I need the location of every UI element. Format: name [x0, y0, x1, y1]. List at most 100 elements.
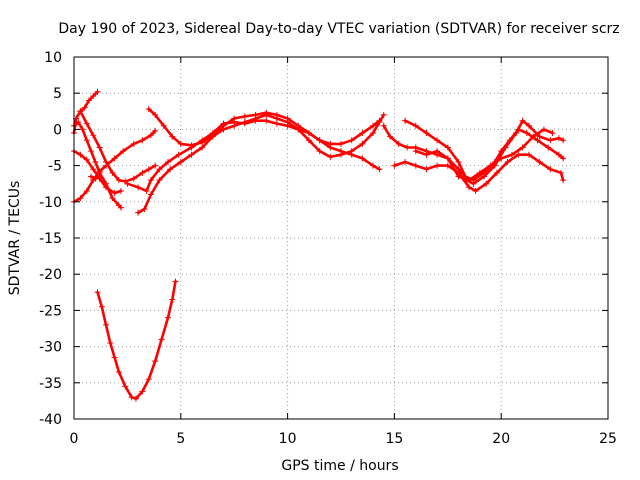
series-layer: [71, 88, 567, 402]
data-point: [540, 126, 547, 133]
data-point: [515, 151, 522, 158]
series-line: [136, 113, 385, 214]
x-tick-labels: 0 5 10 15 20 25: [70, 431, 617, 447]
data-point: [502, 144, 509, 151]
x-tick-label: 25: [599, 431, 617, 447]
data-point: [376, 166, 383, 173]
y-tick-label: 0: [53, 122, 62, 138]
data-point: [380, 111, 387, 118]
data-point: [145, 106, 152, 113]
data-point: [172, 278, 179, 285]
data-point: [560, 177, 567, 184]
data-point: [169, 296, 176, 303]
data-point: [434, 162, 441, 169]
data-point: [175, 151, 182, 158]
data-point: [273, 111, 280, 118]
data-point: [402, 158, 409, 165]
data-point: [241, 113, 248, 120]
y-tick-label: -10: [39, 195, 62, 211]
data-point: [545, 144, 552, 151]
x-axis-label: GPS time / hours: [281, 458, 398, 474]
data-point: [560, 155, 567, 162]
axis-ticks: [73, 56, 609, 420]
data-point: [273, 120, 280, 127]
data-point: [434, 137, 441, 144]
data-point: [152, 127, 159, 134]
data-point: [177, 158, 184, 165]
data-point: [103, 184, 110, 191]
data-point: [455, 173, 462, 180]
series-arc-m: [412, 126, 556, 184]
data-point: [145, 166, 152, 173]
data-point: [90, 132, 97, 139]
x-tick-label: 15: [385, 431, 403, 447]
data-point: [455, 158, 462, 165]
series-line: [393, 153, 565, 193]
data-point: [555, 151, 562, 158]
data-point: [560, 137, 567, 144]
series-arc-i: [145, 106, 383, 149]
data-point: [120, 148, 127, 155]
data-point: [94, 88, 101, 95]
data-point: [305, 130, 312, 137]
data-point: [487, 162, 494, 169]
data-point: [412, 148, 419, 155]
data-point: [444, 162, 451, 169]
data-point: [359, 130, 366, 137]
data-point: [83, 120, 90, 127]
data-point: [284, 115, 291, 122]
data-point: [169, 133, 176, 140]
series-arc-n: [94, 278, 179, 402]
data-point: [109, 169, 116, 176]
data-point: [434, 148, 441, 155]
data-point: [103, 162, 110, 169]
series-arc-b: [71, 119, 124, 211]
data-point: [130, 140, 137, 147]
data-point: [145, 376, 152, 383]
data-point: [158, 336, 165, 343]
data-point: [96, 174, 103, 181]
data-point: [525, 151, 532, 158]
data-point: [348, 148, 355, 155]
data-point: [96, 144, 103, 151]
data-point: [111, 190, 118, 197]
data-point: [470, 180, 477, 187]
data-point: [79, 126, 86, 133]
x-tick-label: 5: [176, 431, 185, 447]
data-point: [558, 169, 565, 176]
data-point: [404, 144, 411, 151]
series-line: [72, 90, 99, 135]
data-point: [164, 314, 171, 321]
data-point: [348, 137, 355, 144]
x-tick-label: 10: [279, 431, 297, 447]
y-tick-label: -5: [48, 159, 62, 175]
series-line: [72, 129, 157, 204]
data-point: [547, 166, 554, 173]
data-point: [536, 133, 543, 140]
data-point: [88, 173, 95, 180]
data-point: [412, 162, 419, 169]
y-tick-label: -30: [39, 340, 62, 356]
data-point: [263, 117, 270, 124]
data-point: [128, 394, 135, 401]
series-line: [79, 110, 157, 183]
data-point: [391, 162, 398, 169]
series-line: [403, 119, 565, 185]
series-arc-g: [124, 117, 383, 194]
series-arc-f: [88, 173, 103, 182]
data-point: [476, 169, 483, 176]
data-point: [534, 137, 541, 144]
data-point: [295, 122, 302, 129]
series-line: [126, 119, 381, 193]
data-point: [96, 168, 103, 175]
data-point: [370, 162, 377, 169]
data-point: [327, 153, 334, 160]
data-point: [83, 187, 90, 194]
data-point: [188, 151, 195, 158]
data-point: [252, 111, 259, 118]
data-point: [530, 133, 537, 140]
data-point: [423, 151, 430, 158]
data-point: [423, 166, 430, 173]
y-axis-label: SDTVAR / TECUs: [7, 181, 23, 296]
y-tick-label: -25: [39, 303, 62, 319]
